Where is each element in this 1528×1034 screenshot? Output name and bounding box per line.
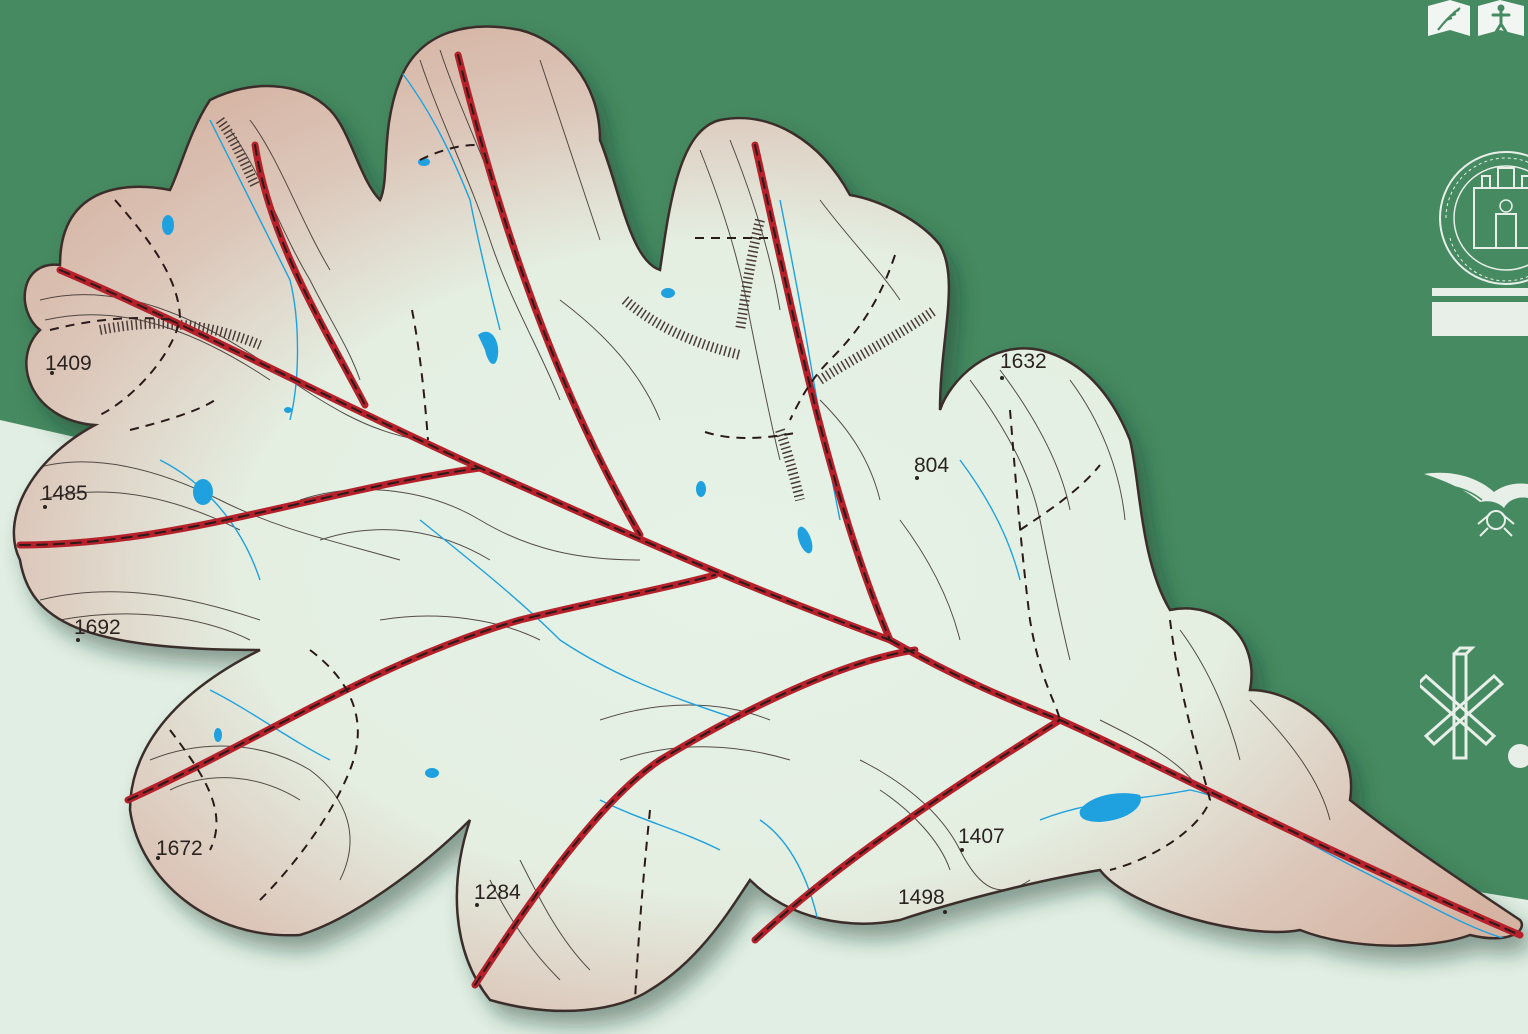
elevation-label: 1407 <box>958 825 1005 848</box>
elevation-label: 1284 <box>474 881 521 904</box>
lakes <box>162 158 1141 822</box>
city-seal-icon <box>1439 151 1528 285</box>
elevation-points <box>43 371 1004 914</box>
top-right-icons <box>1428 0 1524 36</box>
elevation-label: 1672 <box>156 837 203 860</box>
elevation-label: 804 <box>914 454 949 477</box>
elevation-label: 1692 <box>74 616 121 639</box>
decorative-stripes <box>1432 288 1528 336</box>
snowflake-logo-icon <box>1420 646 1528 768</box>
contour-lines <box>29 49 1331 981</box>
elevation-label: 1409 <box>45 352 92 375</box>
person-icon <box>1478 0 1524 36</box>
elevation-label: 1632 <box>1000 350 1047 373</box>
wheat-icon <box>1428 0 1470 36</box>
elevation-label: 1485 <box>41 482 88 505</box>
eagle-emblem-icon <box>1424 472 1528 537</box>
leaf-outline <box>12 25 1523 1013</box>
trails <box>16 51 1524 989</box>
footpaths <box>49 144 1212 1001</box>
elevation-label: 1498 <box>898 886 945 909</box>
